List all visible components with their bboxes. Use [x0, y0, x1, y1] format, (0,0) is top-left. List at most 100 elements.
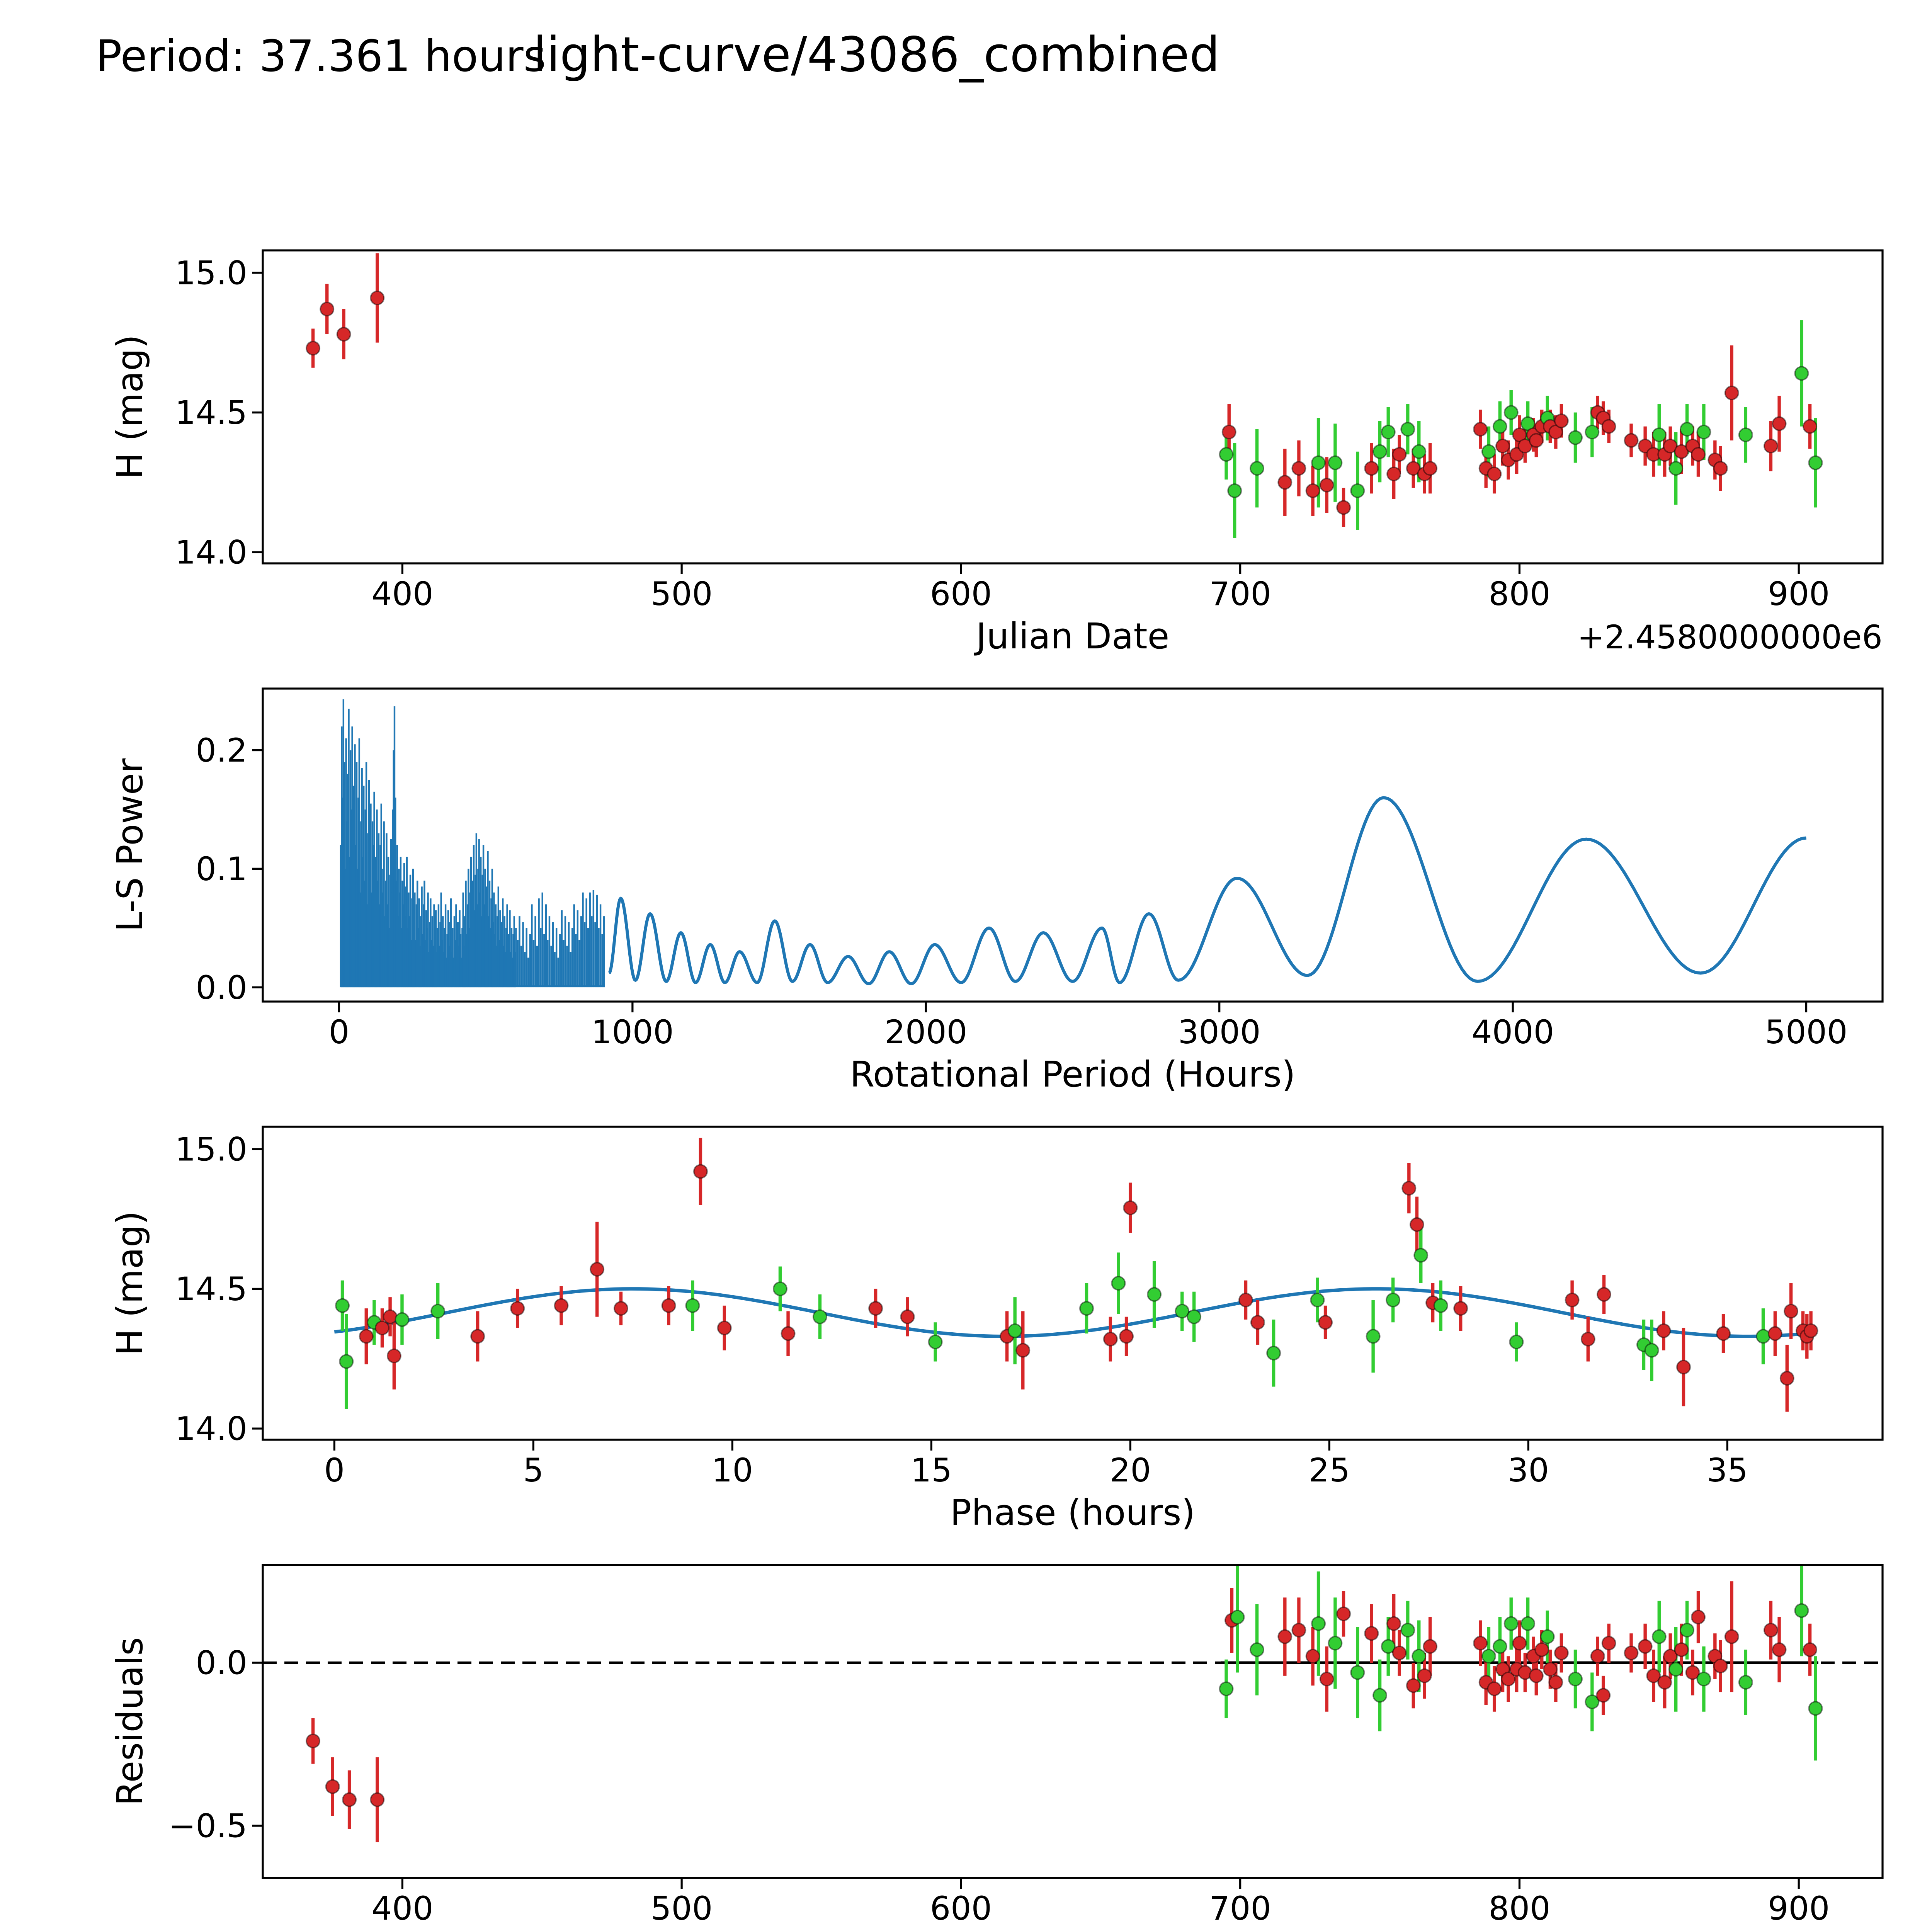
error-bars-layer: [340, 1138, 1813, 1412]
figure-title: light-curve/43086_combined: [533, 27, 1220, 83]
data-point: [306, 341, 321, 356]
x-tick-label: 15: [911, 1451, 952, 1489]
data-point: [1495, 439, 1510, 454]
data-point: [1007, 1323, 1022, 1338]
data-point: [1219, 1681, 1234, 1696]
data-point: [1663, 439, 1678, 454]
x-tick-label: 600: [930, 1889, 992, 1927]
y-tick-label: 0.0: [196, 1644, 247, 1682]
data-point: [306, 1733, 321, 1748]
data-point: [1803, 1323, 1818, 1338]
data-point: [1311, 1616, 1326, 1631]
data-point: [1015, 1343, 1031, 1358]
periodogram-smooth-curve: [608, 796, 1807, 986]
x-tick-label: 500: [651, 575, 713, 613]
data-point: [1406, 1678, 1421, 1693]
y-tick-label: 14.0: [175, 534, 247, 571]
data-point: [1291, 1622, 1306, 1638]
data-point: [1772, 1642, 1787, 1657]
y-tick-label: 14.5: [175, 1270, 247, 1308]
data-point: [1646, 1668, 1661, 1683]
data-point: [1423, 1639, 1438, 1654]
x-tick-label: 400: [371, 575, 433, 613]
data-point: [1250, 461, 1265, 476]
data-point: [1412, 444, 1427, 459]
data-point: [1568, 1672, 1583, 1687]
x-tick-label: 700: [1209, 575, 1271, 613]
data-point: [335, 1298, 350, 1313]
axes-spines: [262, 687, 1884, 1003]
x-tick-label: 5000: [1765, 1013, 1848, 1051]
data-point: [1803, 1642, 1818, 1657]
axes-spines: [262, 1564, 1884, 1879]
markers-layer: [306, 290, 1823, 515]
data-point: [1713, 461, 1728, 476]
data-point: [1487, 466, 1502, 481]
data-point: [1674, 1642, 1689, 1657]
x-tick-label: 30: [1508, 1451, 1549, 1489]
panel-phase: 0 5 10 15 20 25 30 35 14.0 14.5 15.0: [175, 1126, 1884, 1489]
y-tick-label: 0.0: [196, 969, 247, 1007]
data-point: [1503, 1616, 1519, 1631]
data-point: [1509, 1334, 1524, 1349]
data-point: [1319, 478, 1334, 493]
data-point: [613, 1301, 628, 1316]
x-tick-label: 800: [1488, 1889, 1550, 1927]
data-point: [1250, 1315, 1265, 1330]
data-point: [1409, 1217, 1424, 1232]
data-point: [1674, 444, 1689, 459]
y-tick-label: −0.5: [168, 1807, 247, 1845]
data-point: [1501, 1672, 1516, 1687]
data-point: [868, 1301, 883, 1316]
y-tick-label: 15.0: [175, 1130, 247, 1168]
data-point: [336, 327, 351, 342]
data-point: [1400, 422, 1415, 437]
data-point: [1336, 500, 1351, 515]
sinusoid-fit-curve: [334, 1287, 1817, 1338]
y-tick-label: 0.1: [196, 850, 247, 888]
data-point: [1685, 1665, 1700, 1680]
data-point: [1412, 1649, 1427, 1664]
data-point: [1413, 1248, 1429, 1263]
data-point: [1423, 461, 1438, 476]
data-point: [1696, 425, 1711, 440]
data-point: [1638, 439, 1653, 454]
data-point: [1230, 1609, 1245, 1624]
data-point: [359, 1329, 374, 1344]
data-point: [1794, 1603, 1809, 1618]
data-point: [1310, 1293, 1325, 1308]
panel3-x-axis-label: Phase (hours): [950, 1492, 1195, 1533]
data-point: [1381, 425, 1396, 440]
data-point: [1318, 1315, 1333, 1330]
data-point: [1392, 447, 1407, 462]
periodogram-line-layer: [340, 699, 1807, 988]
data-point: [1481, 444, 1496, 459]
data-point: [342, 1792, 357, 1807]
data-point: [430, 1304, 446, 1319]
data-point: [1386, 1293, 1401, 1308]
data-point: [1738, 427, 1753, 442]
data-point: [1585, 425, 1600, 440]
data-point: [1219, 447, 1234, 462]
data-point: [1597, 1287, 1612, 1302]
data-point: [1540, 1629, 1555, 1644]
markers-layer: [306, 1603, 1823, 1807]
panel4-x-axis-label: Julian Date: [974, 1930, 1169, 1932]
data-point: [1716, 1326, 1731, 1341]
data-point: [1417, 1668, 1432, 1683]
y-tick-label: 14.5: [175, 394, 247, 432]
data-point: [1364, 1626, 1379, 1641]
data-point: [1580, 1332, 1595, 1347]
x-tick-label: 700: [1209, 1889, 1271, 1927]
data-point: [900, 1309, 915, 1324]
figure-subtitle-period: Period: 37.361 hours: [96, 31, 546, 82]
data-point: [928, 1334, 943, 1349]
data-point: [1187, 1309, 1202, 1324]
x-tick-label: 1000: [591, 1013, 674, 1051]
data-point: [1119, 1329, 1134, 1344]
data-point: [1111, 1276, 1126, 1291]
data-point: [1277, 1629, 1293, 1644]
data-point: [1512, 427, 1527, 442]
x-tick-label: 10: [712, 1451, 753, 1489]
